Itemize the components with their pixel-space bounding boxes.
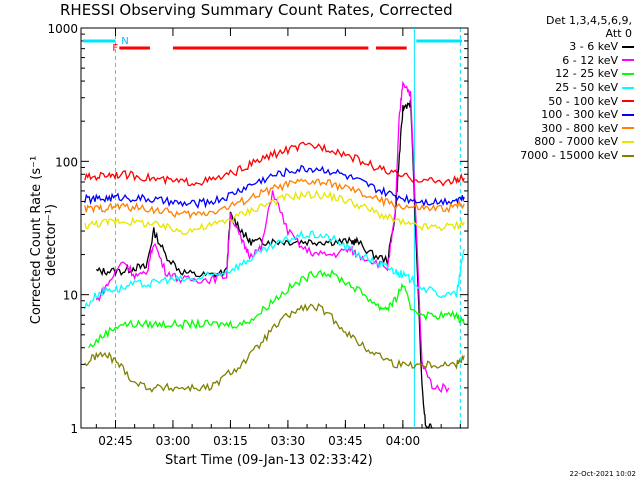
legend-label: 3 - 6 keV xyxy=(569,40,618,54)
legend-entry: 100 - 300 keV xyxy=(474,108,634,122)
y-tick-label: 1000 xyxy=(47,22,78,36)
legend-entry: 25 - 50 keV xyxy=(474,81,634,95)
flag-f-label: F xyxy=(112,43,118,54)
legend-label: 12 - 25 keV xyxy=(555,67,618,81)
legend-swatch xyxy=(622,72,634,75)
legend-label: 800 - 7000 keV xyxy=(534,135,618,149)
x-tick-label: 03:30 xyxy=(271,434,306,448)
x-tick-label: 02:45 xyxy=(98,434,133,448)
legend-swatch xyxy=(622,113,634,116)
flag-n-label: N xyxy=(121,36,128,47)
legend-entry: 7000 - 15000 keV xyxy=(474,149,634,163)
legend-header-line-1: Det 1,3,4,5,6,9, xyxy=(545,14,632,27)
legend-label: 300 - 800 keV xyxy=(541,121,618,135)
series-line-7 xyxy=(84,189,465,235)
legend-entry: 6 - 12 keV xyxy=(474,54,634,68)
x-tick-label: 03:00 xyxy=(156,434,191,448)
axis-layer: 1 10 100 1000 02:45 03:00 03:15 03:30 03:45 04:00 xyxy=(47,22,468,448)
legend-label: 25 - 50 keV xyxy=(555,81,618,95)
series-line-3 xyxy=(84,229,465,310)
series-line-5 xyxy=(84,164,465,210)
legend-swatch xyxy=(622,59,634,62)
legend-swatch xyxy=(622,100,634,103)
series-line-8 xyxy=(84,302,465,393)
series-line-1 xyxy=(95,80,450,394)
series-line-6 xyxy=(84,178,465,220)
y-tick-label: 1 xyxy=(70,422,78,436)
legend-swatch xyxy=(622,86,634,89)
legend-entry: 300 - 800 keV xyxy=(474,122,634,136)
series-line-0 xyxy=(95,99,434,430)
legend-label: 50 - 100 keV xyxy=(548,94,618,108)
legend-header: Det 1,3,4,5,6,9, Att 0 xyxy=(546,14,632,40)
attenuator-lines xyxy=(114,28,461,428)
legend-entry: 50 - 100 keV xyxy=(474,94,634,108)
y-tick-label: 10 xyxy=(63,289,78,303)
legend-header-line-2: Att 0 xyxy=(605,27,632,40)
legend-entry: 3 - 6 keV xyxy=(474,40,634,54)
series-line-2 xyxy=(88,269,465,349)
timestamp-footer: 22-Oct-2021 10:02 xyxy=(569,470,636,478)
legend: 3 - 6 keV 6 - 12 keV 12 - 25 keV 25 - 50 ke… xyxy=(474,40,634,162)
y-axis-label: Corrected Count Rate (s⁻¹ detector⁻¹) xyxy=(29,155,59,325)
legend-swatch xyxy=(622,140,634,143)
legend-swatch xyxy=(622,127,634,130)
x-tick-label: 03:45 xyxy=(328,434,363,448)
legend-swatch xyxy=(622,154,634,157)
plot-frame xyxy=(80,27,469,429)
series-layer xyxy=(84,80,465,430)
y-tick-label: 100 xyxy=(55,155,78,169)
series-line-4 xyxy=(84,141,465,187)
legend-label: 6 - 12 keV xyxy=(562,53,618,67)
x-tick-label: 03:15 xyxy=(213,434,248,448)
legend-label: 100 - 300 keV xyxy=(541,108,618,122)
legend-label: 7000 - 15000 keV xyxy=(520,149,618,163)
x-axis-label: Start Time (09-Jan-13 02:33:42) xyxy=(165,453,373,468)
legend-swatch xyxy=(622,45,634,48)
legend-entry: 12 - 25 keV xyxy=(474,67,634,81)
legend-entry: 800 - 7000 keV xyxy=(474,135,634,149)
flags-layer: FN xyxy=(83,36,462,54)
x-tick-label: 04:00 xyxy=(386,434,421,448)
chart-title: RHESSI Observing Summary Count Rates, Co… xyxy=(60,1,453,19)
